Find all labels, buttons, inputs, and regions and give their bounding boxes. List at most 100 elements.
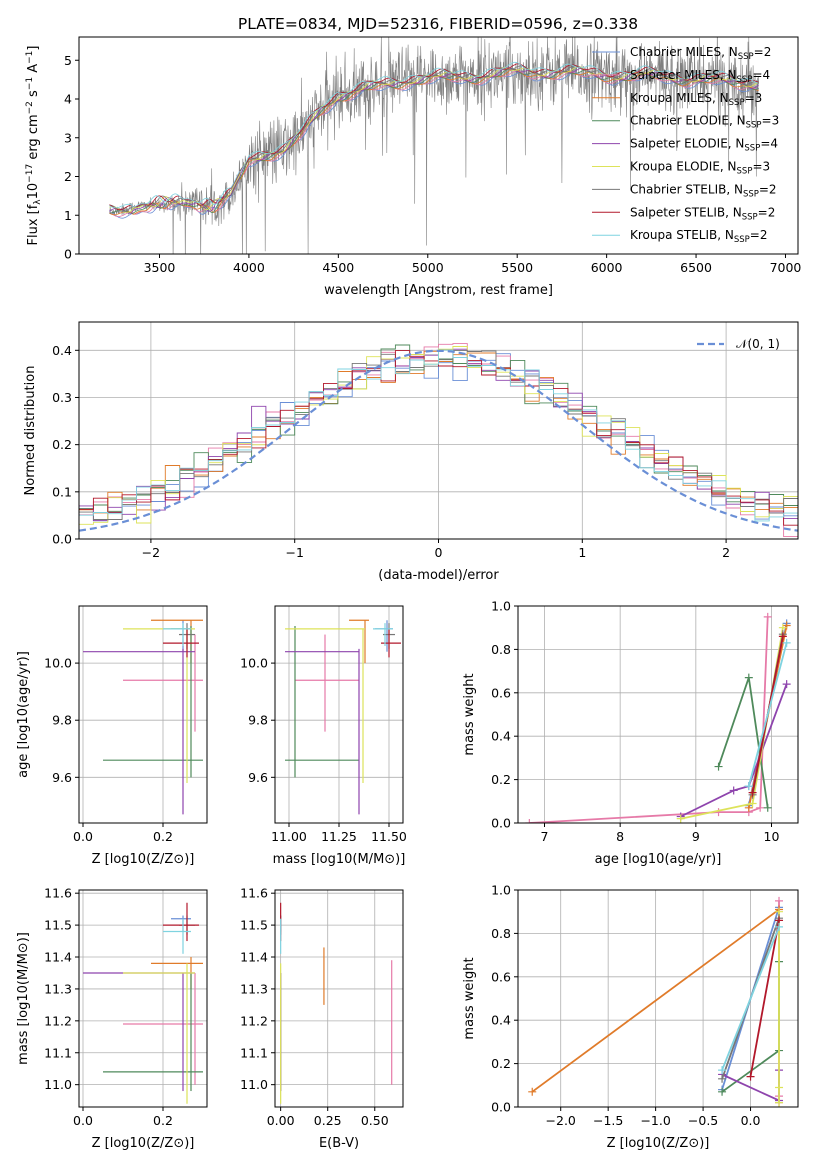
x-tick-label: 4500: [322, 260, 354, 275]
panel-age-vs-metallicity: 0.0 0.2 9.6 9.8 10.0 Z [log10(Z/Z⊙)] age [log1…: [16, 605, 208, 867]
errorbar-salpeter-miles: [295, 634, 359, 732]
x-tick-label: 0.2: [153, 829, 173, 844]
legend-label-value: =2: [758, 205, 776, 219]
plot-area: [285, 619, 401, 815]
y-tick-label: 0.0: [491, 816, 511, 831]
y-tick-label: 0: [64, 247, 72, 262]
y-tick-label: 11.3: [240, 981, 268, 996]
weight-marker: [744, 673, 753, 682]
errorbar-kroupa-stelib: [163, 918, 191, 954]
x-tick-label: 0.0: [741, 1113, 761, 1128]
legend-label-subscript: SSP: [734, 235, 750, 245]
y-axis-label: mass weight: [462, 957, 477, 1039]
legend-label-subscript: SSP: [737, 75, 753, 85]
errorbar-chabrier-miles: [375, 620, 393, 652]
legend-label: Salpeter MILES, NSSP=4: [630, 68, 770, 85]
y-tick-label: 11.2: [240, 1013, 268, 1028]
histogram-salpeter-miles: [79, 343, 798, 538]
y-axis-label-part: −1: [25, 51, 35, 64]
x-tick-label: 7: [541, 829, 549, 844]
y-tick-label: 11.0: [44, 1077, 72, 1092]
errorbar-salpeter-stelib: [163, 902, 199, 942]
legend-label-name: Kroupa MILES, N: [630, 91, 729, 105]
plot-area: [528, 896, 784, 1107]
y-tick-label: 0.8: [491, 642, 511, 657]
y-tick-label: 0.3: [52, 390, 72, 405]
y-axis-label-part: A: [26, 64, 41, 77]
y-tick-label: 0.2: [52, 437, 72, 452]
plot-area: [83, 902, 203, 1104]
y-axis-label: Flux [fλ10−17 erg cm−2 s−1 A−1]: [25, 46, 43, 246]
y-tick-label: 11.4: [240, 950, 268, 965]
legend-label-value: =3: [752, 160, 770, 174]
axes-frame: [274, 605, 404, 824]
errorbar-kroupa-elodie: [285, 628, 365, 784]
legend-label-subscript: SSP: [742, 212, 758, 222]
legend-label-value: =3: [745, 91, 763, 105]
y-tick-label: 0.4: [491, 729, 511, 744]
x-tick-label: 4000: [233, 260, 265, 275]
x-tick-label: −2: [142, 545, 160, 560]
legend-label: Chabrier MILES, NSSP=2: [630, 45, 771, 62]
x-tick-label: 7000: [770, 260, 802, 275]
errorbar-chabrier-elodie: [103, 625, 203, 778]
y-tick-label: 11.3: [44, 981, 72, 996]
legend-label: Chabrier ELODIE, NSSP=3: [630, 114, 779, 131]
y-tick-label: 11.6: [44, 886, 72, 901]
legend-label: Salpeter ELODIE, NSSP=4: [630, 137, 778, 154]
panel-mass-vs-metallicity: 0.0 0.2 11.0 11.1 11.2 11.3 11.4 11.5 11.6 Z [log…: [16, 886, 208, 1151]
errorbar-kroupa-miles: [349, 619, 369, 664]
x-tick-label: 5500: [501, 260, 533, 275]
histogram-kroupa-stelib: [79, 349, 798, 522]
legend-label-name: Chabrier STELIB, N: [630, 182, 743, 196]
histogram-chabrier-miles: [79, 353, 798, 522]
x-tick-label: −2.0: [546, 1113, 576, 1128]
model-line-kroupa-elodie: [109, 66, 759, 213]
axes-frame: [78, 889, 208, 1108]
plot-area: [83, 619, 203, 815]
y-axis-label: Normed distribution: [23, 366, 38, 496]
legend-label-name: Chabrier MILES, N: [630, 45, 738, 59]
y-tick-label: 11.4: [44, 950, 72, 965]
legend-label-value: =4: [752, 68, 770, 82]
weight-marker: [756, 803, 765, 812]
y-tick-label: 0.0: [52, 532, 72, 547]
legend-label-name: Kroupa STELIB, N: [630, 228, 734, 242]
weight-marker: [775, 1098, 784, 1107]
weight-marker: [676, 814, 685, 823]
x-tick-label: 10: [764, 829, 780, 844]
weight-marker: [718, 1074, 727, 1083]
x-tick-label: −1.0: [640, 1113, 670, 1128]
panel-residual-histogram: −2 −1 0 1 2 0.0 0.1 0.2 0.3 0.4 (data-model)/error…: [23, 321, 799, 583]
weight-marker: [748, 788, 757, 797]
y-axis-label: mass [log10(M/M⊙)]: [16, 932, 31, 1065]
x-tick-label: 6500: [680, 260, 712, 275]
weight-marker: [744, 782, 753, 791]
errorbar-chabrier-miles: [171, 915, 191, 932]
x-tick-label: 0.0: [73, 829, 93, 844]
x-tick-label: 0.2: [153, 1113, 173, 1128]
y-axis-label-part: 10: [26, 183, 41, 200]
y-tick-label: 0.2: [491, 772, 511, 787]
y-tick-label: 0.6: [491, 685, 511, 700]
y-tick-label: 5: [64, 53, 72, 68]
weight-marker: [778, 632, 787, 641]
x-tick-label: 11.00: [271, 829, 307, 844]
y-tick-label: 1: [64, 208, 72, 223]
x-tick-label: 0.0: [73, 1113, 93, 1128]
weight-line-kroupa-stelib: [721, 926, 780, 1071]
y-axis-label-part: λ: [33, 199, 43, 205]
axes-frame: [78, 36, 799, 255]
y-axis-label-part: −17: [25, 164, 35, 183]
x-axis-label: E(B-V): [319, 1136, 359, 1151]
errorbar-kroupa-stelib: [163, 623, 191, 646]
errorbar-salpeter-miles: [123, 972, 203, 1085]
x-tick-label: 0.25: [314, 1113, 342, 1128]
errorbar-kroupa-stelib: [373, 623, 393, 646]
normal-pdf-line: [79, 349, 798, 532]
model-line-chabrier-elodie: [109, 68, 759, 215]
panel-age-vs-mass: 11.00 11.25 11.50 9.6 9.8 10.0 mass [log10(M/M…: [240, 605, 407, 867]
axes-frame: [78, 321, 799, 540]
